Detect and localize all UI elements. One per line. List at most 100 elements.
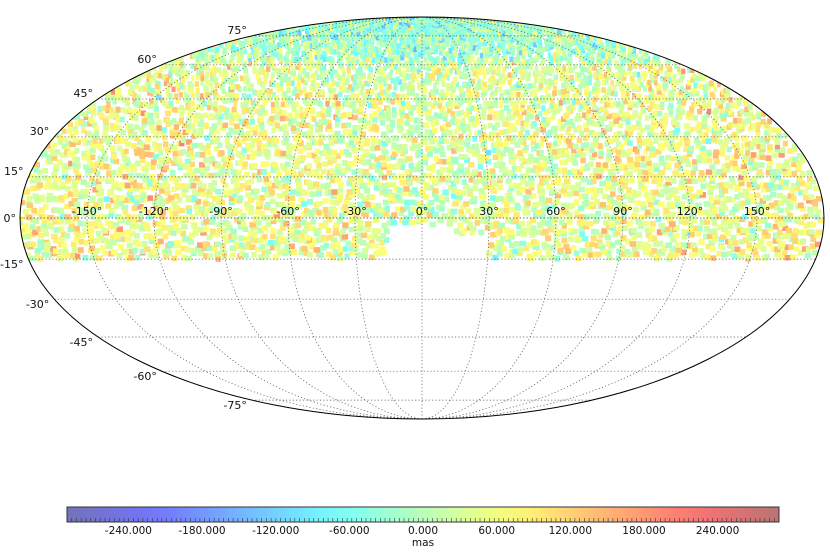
data-cell xyxy=(691,102,696,108)
data-cell xyxy=(90,207,97,214)
data-cell xyxy=(613,131,619,138)
data-cell xyxy=(438,72,443,78)
data-cell xyxy=(84,170,92,176)
data-cell xyxy=(209,205,216,211)
data-cell xyxy=(696,121,702,128)
data-cell xyxy=(179,140,185,147)
data-cell xyxy=(191,195,198,201)
data-cell xyxy=(520,179,527,185)
data-cell xyxy=(214,53,220,60)
data-cell xyxy=(773,204,781,211)
data-cell xyxy=(296,131,302,137)
data-cell xyxy=(436,169,442,176)
data-cell xyxy=(319,69,324,76)
data-cell xyxy=(782,225,789,231)
data-cell xyxy=(305,180,313,186)
data-cell xyxy=(248,230,255,237)
data-cell xyxy=(589,154,596,161)
data-cell xyxy=(391,49,396,56)
data-cell xyxy=(263,60,267,66)
data-cell xyxy=(460,228,468,234)
data-cell xyxy=(262,225,269,231)
data-cell xyxy=(111,89,116,95)
data-cell xyxy=(184,158,192,165)
data-cell xyxy=(782,233,789,239)
data-cell xyxy=(333,224,339,231)
data-cell xyxy=(170,175,176,181)
data-cell xyxy=(444,67,449,74)
data-cell xyxy=(81,210,88,217)
data-cell xyxy=(490,231,497,238)
data-cell xyxy=(268,239,275,246)
data-cell xyxy=(509,248,515,255)
data-cell xyxy=(335,163,342,170)
data-cell xyxy=(507,189,513,196)
data-cell xyxy=(544,87,549,93)
data-cell xyxy=(564,172,570,179)
data-cell xyxy=(98,188,105,195)
data-cell xyxy=(367,234,374,241)
data-cell xyxy=(636,71,641,78)
data-cell xyxy=(518,137,524,143)
data-cell xyxy=(800,229,807,235)
data-cell xyxy=(515,98,520,104)
data-cell xyxy=(215,211,222,218)
data-cell xyxy=(91,167,97,174)
data-cell xyxy=(544,174,551,181)
data-cell xyxy=(441,65,446,72)
data-cell xyxy=(220,167,226,173)
data-cell xyxy=(247,52,252,59)
data-cell xyxy=(637,143,643,149)
data-cell xyxy=(696,189,703,196)
data-cell xyxy=(329,67,334,74)
data-cell xyxy=(212,105,218,112)
data-cell xyxy=(307,251,313,258)
data-cell xyxy=(756,154,762,160)
data-cell xyxy=(228,97,234,103)
data-cell xyxy=(753,208,760,214)
data-cell xyxy=(450,111,456,117)
data-cell xyxy=(362,253,368,260)
data-cell xyxy=(265,149,271,156)
data-cell xyxy=(468,78,473,85)
data-cell xyxy=(399,49,403,56)
data-cell xyxy=(354,84,359,91)
data-cell xyxy=(179,104,184,111)
data-cell xyxy=(595,68,601,75)
data-cell xyxy=(492,211,499,218)
data-cell xyxy=(531,146,537,152)
data-cell xyxy=(252,66,257,72)
data-cell xyxy=(195,87,200,94)
data-cell xyxy=(579,130,585,137)
data-cell xyxy=(112,98,117,105)
data-cell xyxy=(607,86,613,92)
data-cell xyxy=(196,180,203,187)
data-cell xyxy=(390,154,397,160)
data-cell xyxy=(133,101,139,108)
data-cell xyxy=(583,199,590,206)
data-cell xyxy=(369,237,375,244)
data-cell xyxy=(119,182,127,188)
data-cell xyxy=(243,86,248,92)
data-cell xyxy=(785,199,793,205)
data-cell xyxy=(220,177,227,183)
data-cell xyxy=(443,111,449,118)
data-cell xyxy=(677,141,683,147)
data-cell xyxy=(526,158,533,165)
data-cell xyxy=(308,55,313,62)
data-cell xyxy=(516,49,522,56)
data-cell xyxy=(394,163,401,169)
data-cell xyxy=(384,205,390,212)
data-cell xyxy=(475,113,480,119)
data-cell xyxy=(252,130,258,136)
data-cell xyxy=(228,127,234,133)
data-cell xyxy=(549,98,555,105)
data-cell xyxy=(349,192,356,199)
data-cell xyxy=(20,199,25,206)
data-cell xyxy=(273,165,280,172)
data-cell xyxy=(523,145,529,151)
data-cell xyxy=(346,111,352,118)
data-cell xyxy=(355,97,360,104)
data-cell xyxy=(328,87,333,93)
data-cell xyxy=(249,126,255,133)
